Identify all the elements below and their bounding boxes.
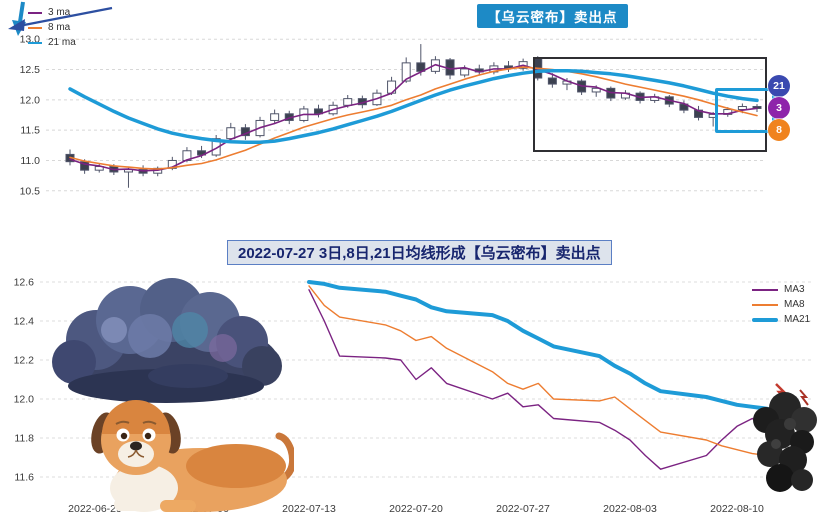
- ma8-line-swatch: [28, 26, 42, 29]
- svg-text:11.0: 11.0: [20, 155, 40, 167]
- ma3-badge: 3: [768, 97, 790, 119]
- legend-item-ma3: MA3: [752, 284, 810, 295]
- dog-illustration: [91, 400, 294, 512]
- legend-item-ma8: MA8: [752, 299, 810, 310]
- legend-label-ma8: MA8: [784, 299, 805, 310]
- svg-text:2022-08-03: 2022-08-03: [603, 503, 657, 515]
- top-grid: 13.012.512.011.511.010.5: [20, 34, 766, 197]
- ma8-line-swatch: [752, 303, 778, 306]
- svg-text:2022-08-10: 2022-08-10: [710, 503, 764, 515]
- ma3-line-swatch: [752, 288, 778, 291]
- legend-label-8ma: 8 ma: [48, 22, 71, 33]
- ma21-line-swatch: [752, 317, 778, 322]
- legend-label-ma21: MA21: [784, 314, 811, 325]
- svg-text:2022-06-29: 2022-06-29: [68, 503, 122, 515]
- svg-text:11.5: 11.5: [20, 125, 40, 137]
- svg-text:2022-07-27: 2022-07-27: [496, 503, 550, 515]
- ma21-badge: 21: [768, 75, 790, 97]
- line-3ma: [69, 63, 758, 172]
- top-chart-legend: 3 ma 8 ma 21 ma: [28, 7, 76, 48]
- line-MA21: [307, 280, 770, 411]
- svg-text:12.6: 12.6: [14, 277, 35, 289]
- legend-item-ma21: MA21: [752, 314, 810, 325]
- svg-text:12.5: 12.5: [20, 64, 41, 76]
- legend-item-8ma: 8 ma: [28, 22, 76, 33]
- svg-text:2022-07-13: 2022-07-13: [282, 503, 336, 515]
- ma-convergence-box: [715, 88, 775, 133]
- candlestick-chart: 13.012.512.011.511.010.5: [20, 34, 766, 197]
- legend-label-ma3: MA3: [784, 284, 805, 295]
- svg-text:12.4: 12.4: [14, 316, 35, 328]
- bottom-chart-legend: MA3 MA8 MA21: [752, 284, 810, 325]
- line-MA8: [308, 285, 769, 457]
- legend-label-21ma: 21 ma: [48, 37, 76, 48]
- line-8ma: [69, 66, 758, 170]
- storm-cloud-illustration: [52, 278, 282, 403]
- svg-text:12.2: 12.2: [14, 355, 35, 367]
- chart-title-annotation: 2022-07-27 3日,8日,21日均线形成【乌云密布】卖出点: [227, 240, 612, 265]
- svg-text:12.0: 12.0: [14, 394, 35, 406]
- line-21ma: [68, 68, 759, 145]
- title-arrow-icon: [8, 6, 113, 31]
- legend-item-21ma: 21 ma: [28, 37, 76, 48]
- svg-text:2022-07-20: 2022-07-20: [389, 503, 443, 515]
- line-MA3: [308, 289, 769, 470]
- ma21-line-swatch: [28, 41, 42, 44]
- ma8-badge: 8: [768, 119, 790, 141]
- ma3-line-swatch: [28, 11, 42, 14]
- legend-item-3ma: 3 ma: [28, 7, 76, 18]
- svg-text:11.6: 11.6: [14, 472, 34, 484]
- dark-cloud-illustration: [753, 383, 817, 492]
- svg-text:12.0: 12.0: [20, 94, 41, 106]
- svg-text:10.5: 10.5: [20, 185, 41, 197]
- sell-point-callout: 【乌云密布】卖出点: [477, 4, 628, 28]
- downtrend-region-box: [533, 57, 767, 152]
- svg-text:11.8: 11.8: [14, 433, 34, 445]
- legend-label-3ma: 3 ma: [48, 7, 71, 18]
